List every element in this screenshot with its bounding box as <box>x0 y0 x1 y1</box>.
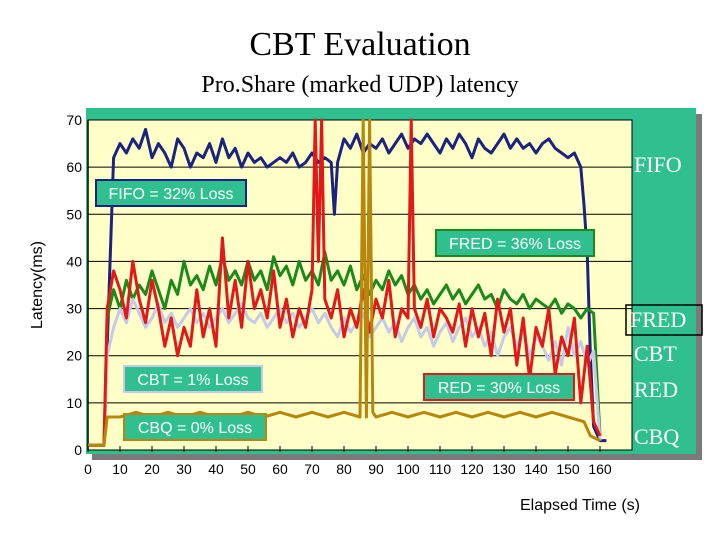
annotation-text: CBT = 1% Loss <box>137 372 248 389</box>
annotation-text: FRED = 36% Loss <box>449 236 581 253</box>
legend-label-cbq: CBQ <box>634 424 679 449</box>
legend-label-fred: FRED <box>630 307 686 332</box>
y-tick-labels: 0 10 20 30 40 50 60 70 <box>66 112 82 458</box>
legend-label-cbt: CBT <box>634 341 677 366</box>
gridlines <box>87 119 632 451</box>
x-tick-label: 10 <box>112 461 128 477</box>
annotation-box: FRED = 36% Loss <box>435 229 595 257</box>
y-tick-label: 60 <box>66 159 82 175</box>
x-tick-label: 120 <box>460 461 484 477</box>
y-tick-label: 30 <box>66 301 82 317</box>
x-tick-label: 70 <box>304 461 320 477</box>
annotation-box: FIFO = 32% Loss <box>95 179 247 207</box>
x-tick-label: 80 <box>336 461 352 477</box>
x-tick-label: 0 <box>84 461 92 477</box>
x-tick-label: 40 <box>208 461 224 477</box>
x-tick-label: 90 <box>368 461 384 477</box>
x-tick-label: 140 <box>524 461 548 477</box>
legend-box <box>625 304 703 336</box>
y-tick-label: 50 <box>66 206 82 222</box>
legend-label-fifo: FIFO <box>634 152 682 177</box>
x-tick-label: 50 <box>240 461 256 477</box>
x-tick-label: 110 <box>429 461 452 477</box>
chart-title: CBT Evaluation <box>249 26 471 63</box>
y-tick-label: 70 <box>66 112 82 128</box>
annotation-text: CBQ = 0% Loss <box>138 420 252 437</box>
x-tick-label: 100 <box>396 461 420 477</box>
y-tick-label: 10 <box>66 395 82 411</box>
y-axis-label: Latency(ms) <box>29 241 46 329</box>
x-tick-label: 160 <box>588 461 612 477</box>
x-axis-label: Elapsed Time (s) <box>520 497 640 514</box>
x-tick-labels: 0 10 20 30 40 50 60 70 80 90 100 110 120 130 140 150 160 <box>84 446 612 477</box>
series-fifo-line <box>88 127 607 447</box>
x-tick-label: 30 <box>176 461 192 477</box>
x-tick-label: 60 <box>272 461 288 477</box>
y-tick-label: 0 <box>74 442 82 458</box>
annotation-text: FIFO = 32% Loss <box>109 186 234 203</box>
annotation-box: RED = 30% Loss <box>423 373 575 401</box>
legend: FIFO FRED CBT RED CBQ <box>625 152 703 449</box>
series-red-line <box>88 118 602 447</box>
y-tick-label: 20 <box>66 348 82 364</box>
annotation-box: CBQ = 0% Loss <box>123 413 267 441</box>
series-fred-line <box>88 250 602 447</box>
annotation-text: RED = 30% Loss <box>438 380 560 397</box>
loss-annotations: FIFO = 32% Loss FRED = 36% Loss CBT = 1% L… <box>95 179 595 441</box>
y-tick-label: 40 <box>66 253 82 269</box>
x-tick-label: 20 <box>144 461 160 477</box>
x-tick-label: 150 <box>556 461 580 477</box>
annotation-box: CBT = 1% Loss <box>123 365 263 393</box>
legend-label-red: RED <box>634 377 678 402</box>
x-tick-label: 130 <box>492 461 516 477</box>
chart-subtitle: Pro.Share (marked UDP) latency <box>201 72 519 98</box>
